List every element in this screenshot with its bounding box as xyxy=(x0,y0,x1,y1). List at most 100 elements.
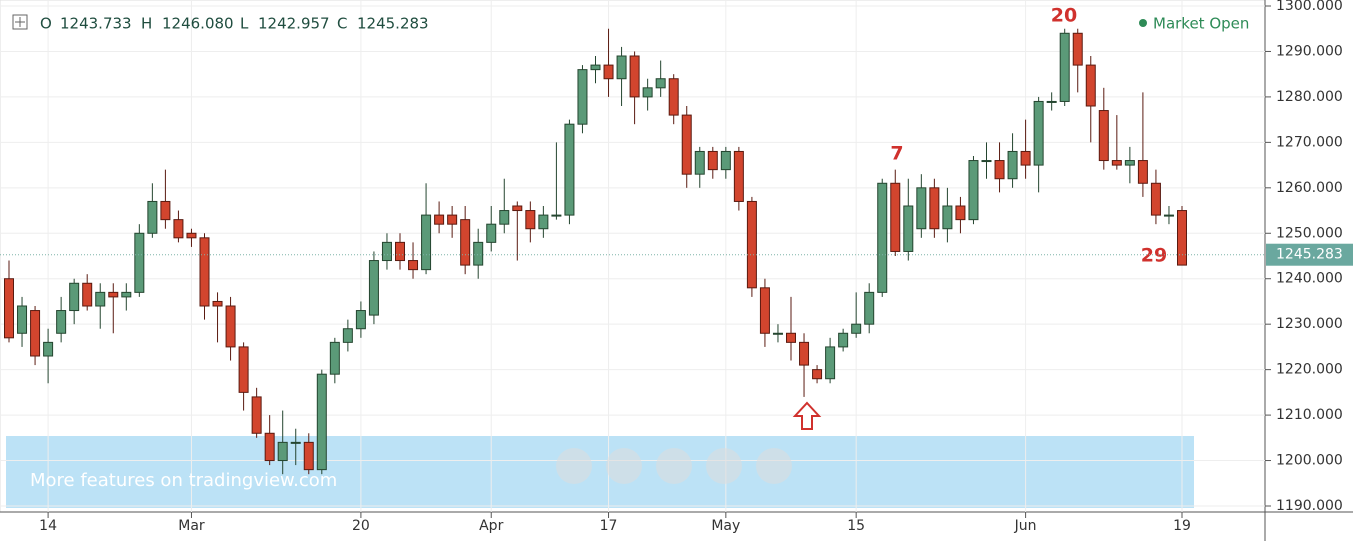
y-tick-label: 1210.000 xyxy=(1276,407,1343,423)
candle-body xyxy=(1033,100,1044,166)
y-tick-label: 1270.000 xyxy=(1276,134,1343,150)
candle-body xyxy=(434,214,445,225)
x-tick-label: May xyxy=(711,518,740,534)
candle-body xyxy=(1059,32,1070,102)
candle-body xyxy=(707,150,718,171)
candle-body xyxy=(1111,160,1122,166)
candle-body xyxy=(955,205,966,221)
candle-body xyxy=(877,182,888,293)
candle-body xyxy=(759,287,770,334)
candle-body xyxy=(746,200,757,289)
last-price-tag xyxy=(1266,243,1353,266)
x-tick-label: Mar xyxy=(178,518,205,534)
header-high: 1246.080 xyxy=(162,15,234,33)
header-close: 1245.283 xyxy=(357,15,429,33)
market-status: Market Open xyxy=(1153,15,1249,33)
nav-button[interactable] xyxy=(606,448,642,484)
candle-body xyxy=(1177,210,1187,266)
annotation: 20 xyxy=(1051,5,1077,27)
nav-button[interactable] xyxy=(656,448,692,484)
candle-body xyxy=(942,205,953,230)
candle-body xyxy=(82,282,93,307)
candle-body xyxy=(225,305,236,348)
candle-body xyxy=(186,232,197,239)
candle-body xyxy=(799,341,810,366)
candle-body xyxy=(903,205,914,252)
nav-button[interactable] xyxy=(556,448,592,484)
candle-body xyxy=(512,205,523,212)
candle-body xyxy=(30,310,41,357)
candle-body xyxy=(1137,160,1148,184)
header-close-label: C xyxy=(337,15,347,33)
candle-body xyxy=(1085,64,1096,107)
candle-body xyxy=(121,291,132,298)
candle-body xyxy=(1020,150,1031,166)
candle-body xyxy=(616,55,627,80)
header-low: 1242.957 xyxy=(258,15,330,33)
candle-body xyxy=(681,114,692,175)
candle-body xyxy=(538,214,549,230)
y-tick-label: 1200.000 xyxy=(1276,453,1343,469)
candle-body xyxy=(69,282,80,312)
candle-body xyxy=(199,237,210,307)
candle-body xyxy=(1098,110,1109,162)
candle-body xyxy=(355,310,366,330)
candle-body xyxy=(1150,182,1161,216)
candle-body xyxy=(1046,100,1057,103)
annotation: 29 xyxy=(1141,245,1167,267)
candle-body xyxy=(1124,160,1135,166)
annotation: 7 xyxy=(890,143,903,165)
candle-body xyxy=(851,323,862,334)
candle-body xyxy=(629,55,640,98)
volume-area xyxy=(6,436,1194,508)
y-tick-label: 1300.000 xyxy=(1276,0,1343,14)
candle-body xyxy=(290,441,301,444)
candle-body xyxy=(720,150,731,171)
candle-body xyxy=(421,214,432,271)
candle-body xyxy=(525,210,536,230)
candle-body xyxy=(43,341,54,357)
crosshair-icon[interactable] xyxy=(12,14,28,30)
candle-body xyxy=(447,214,458,225)
candle-body xyxy=(994,160,1005,180)
candle-body xyxy=(342,328,353,343)
candle-body xyxy=(812,369,823,380)
candle-body xyxy=(1072,32,1083,66)
candle-body xyxy=(486,223,497,243)
y-tick-label: 1280.000 xyxy=(1276,89,1343,105)
x-tick-label: 17 xyxy=(600,518,618,534)
candle-body xyxy=(825,346,836,380)
arrow-marker xyxy=(792,401,822,430)
x-tick-label: Jun xyxy=(1014,518,1037,534)
candle-body xyxy=(1007,150,1018,180)
candle-body xyxy=(473,241,484,266)
nav-button[interactable] xyxy=(706,448,742,484)
y-tick-label: 1240.000 xyxy=(1276,271,1343,287)
candle-body xyxy=(147,200,158,234)
candle-body xyxy=(590,64,601,71)
candle-body xyxy=(642,87,653,98)
candle-body xyxy=(890,182,901,252)
candle-body xyxy=(408,260,419,271)
header-low-label: L xyxy=(240,15,249,33)
candle-body xyxy=(212,300,223,307)
header-open-label: O xyxy=(40,15,52,33)
y-tick-label: 1290.000 xyxy=(1276,43,1343,59)
candle-body xyxy=(551,214,562,217)
candle-body xyxy=(303,441,314,471)
watermark: More features on tradingview.com xyxy=(30,470,337,491)
header-open: 1243.733 xyxy=(60,15,132,33)
y-tick-label: 1260.000 xyxy=(1276,180,1343,196)
candle-body xyxy=(173,219,184,239)
candle-body xyxy=(577,69,588,125)
candle-body xyxy=(1163,214,1174,217)
candle-body xyxy=(329,341,340,375)
candle-body xyxy=(134,232,145,293)
candle-body xyxy=(17,305,28,334)
nav-buttons xyxy=(556,448,792,484)
header-high-label: H xyxy=(141,15,152,33)
candle-body xyxy=(381,241,392,262)
nav-button[interactable] xyxy=(756,448,792,484)
status-dot xyxy=(1139,19,1147,27)
y-tick-label: 1190.000 xyxy=(1276,498,1343,514)
